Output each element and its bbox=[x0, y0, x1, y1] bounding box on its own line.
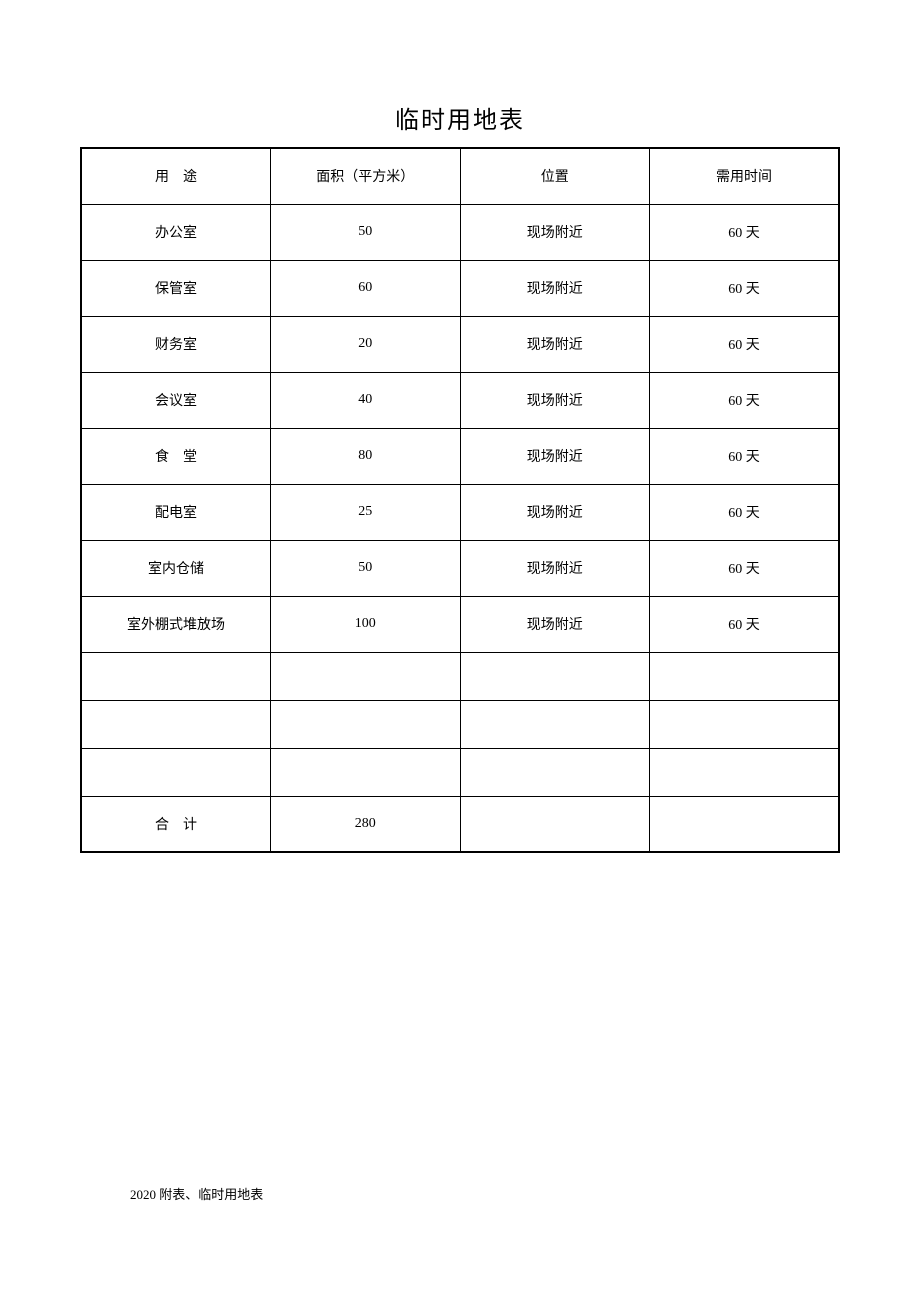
land-use-table: 用 途 面积（平方米） 位置 需用时间 办公室 50 现场附近 60 天 保管室… bbox=[80, 147, 840, 853]
cell-duration: 60 天 bbox=[650, 484, 840, 540]
cell-area bbox=[271, 652, 461, 700]
cell-usage bbox=[81, 652, 271, 700]
cell-area: 40 bbox=[271, 372, 461, 428]
col-header-area: 面积（平方米） bbox=[271, 148, 461, 204]
cell-duration: 60 天 bbox=[650, 204, 840, 260]
cell-location: 现场附近 bbox=[460, 204, 650, 260]
col-header-duration: 需用时间 bbox=[650, 148, 840, 204]
table-row bbox=[81, 652, 839, 700]
table-row: 配电室 25 现场附近 60 天 bbox=[81, 484, 839, 540]
cell-area: 80 bbox=[271, 428, 461, 484]
cell-usage: 保管室 bbox=[81, 260, 271, 316]
cell-duration: 60 天 bbox=[650, 596, 840, 652]
cell-usage: 办公室 bbox=[81, 204, 271, 260]
cell-total-duration bbox=[650, 796, 840, 852]
cell-location: 现场附近 bbox=[460, 372, 650, 428]
cell-usage: 食 堂 bbox=[81, 428, 271, 484]
table-row bbox=[81, 748, 839, 796]
table-row: 食 堂 80 现场附近 60 天 bbox=[81, 428, 839, 484]
cell-usage: 室内仓储 bbox=[81, 540, 271, 596]
cell-duration bbox=[650, 700, 840, 748]
cell-area: 50 bbox=[271, 204, 461, 260]
cell-area: 50 bbox=[271, 540, 461, 596]
cell-usage: 配电室 bbox=[81, 484, 271, 540]
page-title: 临时用地表 bbox=[80, 100, 840, 135]
table-row: 室内仓储 50 现场附近 60 天 bbox=[81, 540, 839, 596]
table-row: 保管室 60 现场附近 60 天 bbox=[81, 260, 839, 316]
cell-total-location bbox=[460, 796, 650, 852]
page-container: 临时用地表 用 途 面积（平方米） 位置 需用时间 办公室 50 现场附近 60… bbox=[0, 0, 920, 853]
table-row: 会议室 40 现场附近 60 天 bbox=[81, 372, 839, 428]
col-header-location: 位置 bbox=[460, 148, 650, 204]
cell-location: 现场附近 bbox=[460, 596, 650, 652]
cell-usage: 会议室 bbox=[81, 372, 271, 428]
cell-duration bbox=[650, 748, 840, 796]
cell-duration: 60 天 bbox=[650, 540, 840, 596]
cell-location: 现场附近 bbox=[460, 428, 650, 484]
cell-usage bbox=[81, 748, 271, 796]
cell-duration: 60 天 bbox=[650, 260, 840, 316]
cell-duration: 60 天 bbox=[650, 428, 840, 484]
cell-duration: 60 天 bbox=[650, 372, 840, 428]
cell-area bbox=[271, 748, 461, 796]
cell-usage: 室外棚式堆放场 bbox=[81, 596, 271, 652]
cell-area: 100 bbox=[271, 596, 461, 652]
cell-area: 20 bbox=[271, 316, 461, 372]
cell-total-label: 合 计 bbox=[81, 796, 271, 852]
cell-location bbox=[460, 700, 650, 748]
cell-location bbox=[460, 748, 650, 796]
cell-duration: 60 天 bbox=[650, 316, 840, 372]
table-row: 室外棚式堆放场 100 现场附近 60 天 bbox=[81, 596, 839, 652]
cell-area bbox=[271, 700, 461, 748]
cell-usage: 财务室 bbox=[81, 316, 271, 372]
cell-usage bbox=[81, 700, 271, 748]
cell-area: 25 bbox=[271, 484, 461, 540]
table-total-row: 合 计 280 bbox=[81, 796, 839, 852]
cell-location: 现场附近 bbox=[460, 484, 650, 540]
cell-location: 现场附近 bbox=[460, 260, 650, 316]
cell-area: 60 bbox=[271, 260, 461, 316]
table-row: 办公室 50 现场附近 60 天 bbox=[81, 204, 839, 260]
cell-location bbox=[460, 652, 650, 700]
cell-location: 现场附近 bbox=[460, 316, 650, 372]
table-row: 财务室 20 现场附近 60 天 bbox=[81, 316, 839, 372]
cell-location: 现场附近 bbox=[460, 540, 650, 596]
col-header-usage: 用 途 bbox=[81, 148, 271, 204]
table-header-row: 用 途 面积（平方米） 位置 需用时间 bbox=[81, 148, 839, 204]
footer-text: 2020 附表、临时用地表 bbox=[130, 1184, 263, 1203]
table-row bbox=[81, 700, 839, 748]
table-body: 办公室 50 现场附近 60 天 保管室 60 现场附近 60 天 财务室 20… bbox=[81, 204, 839, 852]
cell-duration bbox=[650, 652, 840, 700]
cell-total-area: 280 bbox=[271, 796, 461, 852]
